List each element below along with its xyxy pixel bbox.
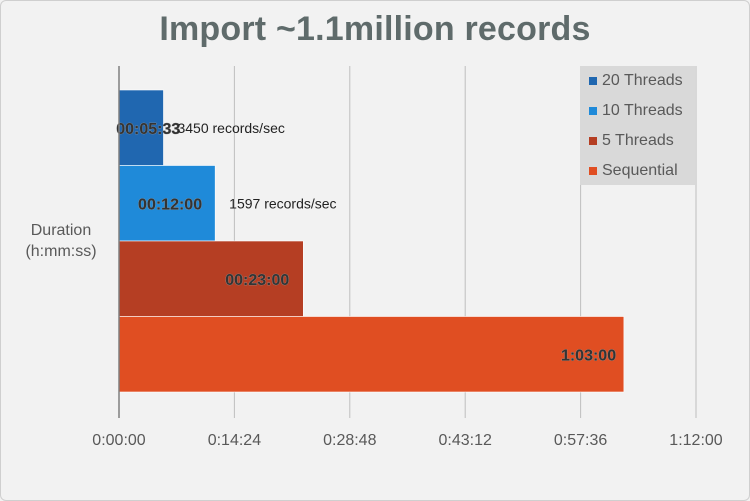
legend-item: Sequential [589, 161, 678, 181]
bar-value-label: 00:12:00 [138, 196, 202, 213]
legend-swatch [589, 77, 597, 85]
x-tick-label: 0:57:36 [554, 432, 607, 449]
legend-swatch [589, 107, 597, 115]
x-tick-label: 0:14:24 [208, 432, 261, 449]
x-tick-label: 0:28:48 [323, 432, 376, 449]
rate-annotation: 3450 records/sec [177, 120, 284, 136]
legend-swatch [589, 167, 597, 175]
bar-value-label: 00:23:00 [225, 272, 289, 289]
bar [118, 316, 625, 393]
chart-title: Import ~1.1million records [159, 10, 591, 48]
legend-label: 20 Threads [602, 72, 683, 89]
legend-label: 10 Threads [602, 102, 683, 119]
bar-value-label: 00:05:33 [116, 121, 180, 138]
x-tick-label: 1:12:00 [669, 432, 722, 449]
legend-item: 5 Threads [589, 131, 674, 151]
x-tick-label: 0:43:12 [439, 432, 492, 449]
y-axis-label: Duration (h:mm:ss) [6, 220, 116, 262]
rate-annotation: 1597 records/sec [229, 195, 336, 211]
y-axis-label-line2: (h:mm:ss) [25, 243, 97, 260]
bar [118, 165, 216, 242]
chart-legend: 20 Threads 10 Threads 5 Threads Sequential [580, 66, 695, 185]
legend-item: 10 Threads [589, 101, 683, 121]
legend-item: 20 Threads [589, 71, 683, 91]
bar [118, 240, 304, 317]
legend-label: Sequential [602, 162, 678, 179]
legend-swatch [589, 137, 597, 145]
bar-value-label: 1:03:00 [561, 347, 616, 364]
y-axis-label-line1: Duration [30, 222, 92, 239]
legend-label: 5 Threads [602, 132, 674, 149]
x-tick-label: 0:00:00 [92, 432, 145, 449]
